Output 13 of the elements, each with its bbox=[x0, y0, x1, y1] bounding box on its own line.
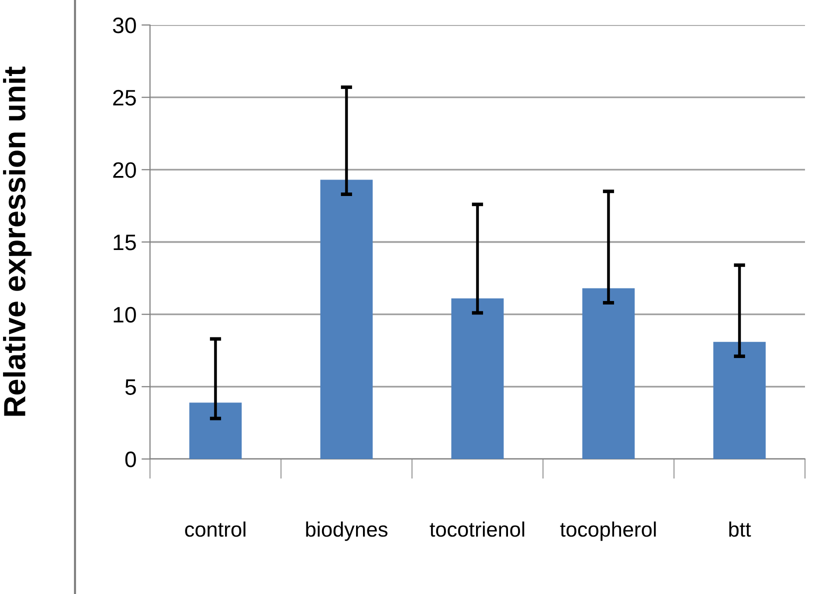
y-tick-label: 10 bbox=[114, 306, 136, 323]
x-tick-label: control bbox=[185, 522, 246, 537]
y-tick-label: 0 bbox=[125, 452, 136, 468]
x-tick-label: btt bbox=[729, 522, 751, 537]
x-tick-label: tocopherol bbox=[560, 522, 656, 541]
y-tick-label: 30 bbox=[112, 18, 136, 34]
y-tick-label: 5 bbox=[125, 379, 136, 395]
y-tick-label: 25 bbox=[113, 90, 136, 106]
x-tick-label: biodynes bbox=[306, 522, 388, 541]
y-tick-label: 15 bbox=[114, 234, 136, 250]
y-tick-label: 20 bbox=[113, 162, 136, 178]
x-tick-label: tocotrienol bbox=[430, 522, 524, 537]
y-axis-title: Relative expression unit bbox=[3, 66, 32, 416]
